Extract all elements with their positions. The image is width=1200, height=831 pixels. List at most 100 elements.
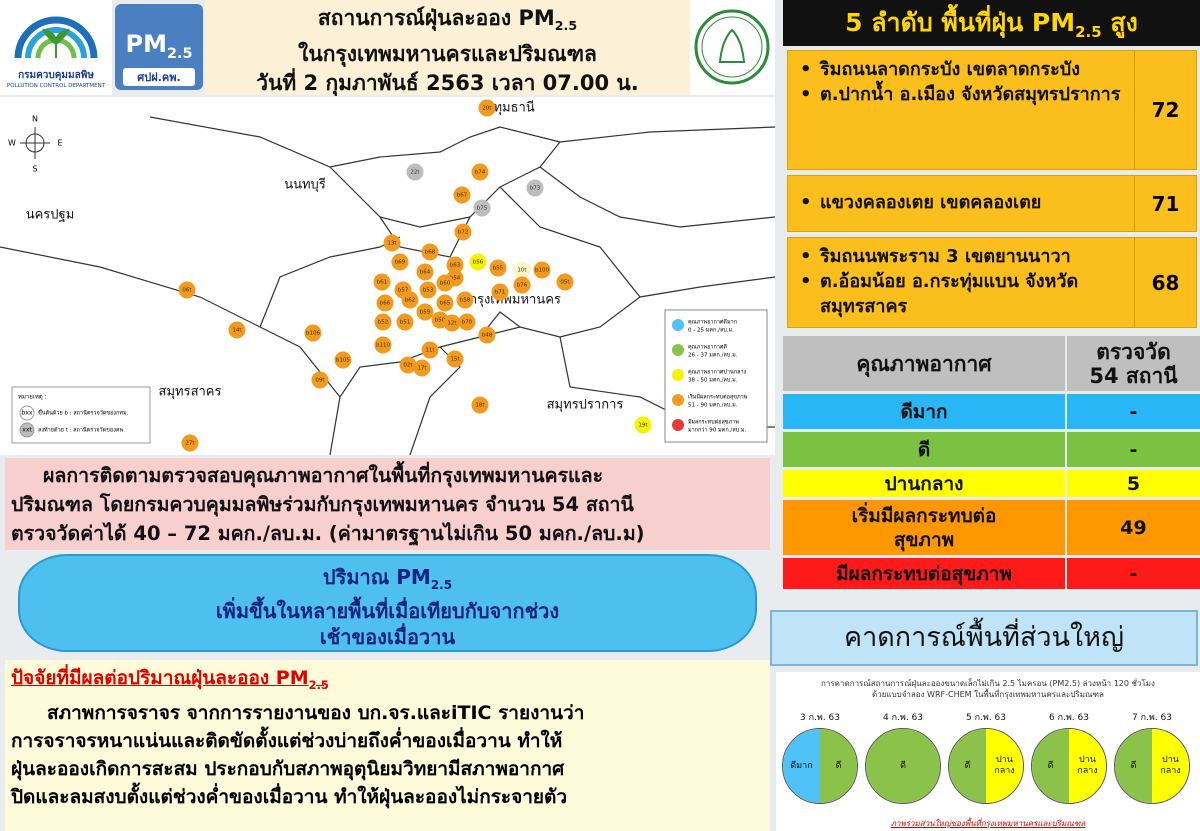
note-box — [11, 386, 151, 444]
factors-line: ปิดและลมสงบตั้งแต่ช่วงค่ำของเมื่อวาน ทำใ… — [11, 785, 568, 808]
pcd-name: กรมควบคุมมลพิษ — [18, 70, 94, 81]
station-label: b58 — [460, 298, 471, 304]
aq-count: - — [1065, 558, 1200, 589]
legend-swatch — [672, 319, 684, 331]
forecast-level: ดี — [1115, 729, 1152, 803]
rank-areas: ริมถนนลาดกระบัง เขตลาดกระบังต.ปากน้ำ อ.เ… — [788, 51, 1134, 169]
station-label: b73 — [530, 186, 541, 192]
factors: ปัจจัยที่มีผลต่อปริมาณฝุ่นละออง PM2.5 สภ… — [5, 660, 770, 831]
aq-level: ดี — [917, 438, 931, 461]
station-label: b51 — [400, 320, 411, 326]
station-label: b68 — [425, 250, 436, 256]
summary: ผลการติดตามตรวจสอบคุณภาพอากาศในพื้นที่กร… — [5, 458, 770, 550]
station-label: b106 — [306, 331, 320, 337]
summary-line: ผลการติดตามตรวจสอบคุณภาพอากาศในพื้นที่กร… — [43, 464, 604, 487]
forecast-circle: ดี ปาน กลาง — [1114, 728, 1190, 804]
bma-logo — [690, 0, 775, 95]
station-dot — [228, 321, 246, 339]
place-label: นนทบุรี — [284, 177, 326, 193]
forecast-level-line: ดี — [835, 760, 842, 771]
station-label: b59 — [420, 310, 431, 316]
station-label: b61 — [377, 280, 388, 286]
compass-cross — [20, 127, 50, 159]
aq-level: มีผลกระทบต่อสุขภาพ — [836, 562, 1012, 585]
station-dot — [454, 223, 472, 241]
rank-areas: ริมถนนพระราม 3 เขตยานนาวาต.อ้อมน้อย อ.กร… — [788, 238, 1134, 327]
station-label: b63 — [450, 263, 461, 269]
station-dot — [391, 253, 409, 271]
station-dot — [436, 274, 454, 292]
map: N S W E ปทุมธานี นนทบุรี นครปฐม กรุงเทพมหานคร สม… — [0, 97, 776, 456]
forecast-level: ดีมาก — [783, 729, 820, 803]
forecast-day: 5 ก.พ. 63 ดี ปาน กลาง — [946, 710, 1026, 804]
forecast-level-line: ปาน — [1079, 755, 1096, 765]
rank-row: ริมถนนพระราม 3 เขตยานนาวาต.อ้อมน้อย อ.กร… — [787, 237, 1197, 328]
factors-line: การจราจรหนาแน่นและติดขัดตั้งแต่ช่วงบ่ายถ… — [11, 729, 563, 752]
aq-count: - — [1065, 394, 1200, 429]
station-dot — [399, 356, 417, 374]
aq-level: ปานกลาง — [884, 472, 964, 495]
aq-row: ปานกลาง 5 — [783, 470, 1200, 500]
station-label: 11t — [425, 348, 435, 354]
forecast-caption: ด้วยแบบจำลอง WRF-CHEM ในพื้นที่กรุงเทพมห… — [872, 690, 1104, 699]
note-text: ลงท้ายด้วย t : สถานีตรวจวัดของคพ. — [38, 427, 125, 434]
station-dot — [456, 291, 474, 309]
forecast-level: ดี — [866, 729, 940, 803]
station-label: 14t — [232, 328, 242, 334]
station-label: b64 — [420, 270, 431, 276]
forecast-level-line: ดี — [1130, 760, 1137, 771]
legend-swatch — [672, 344, 684, 356]
station-label: b57 — [398, 288, 409, 294]
legend-range: มากกว่า 90 มคก./ลบ.ม. — [688, 428, 747, 434]
aq-level: ดีมาก — [900, 400, 948, 423]
aq-header: คุณภาพอากาศ ตรวจวัด 54 สถานี — [783, 336, 1200, 394]
forecast-level-line: กลาง — [994, 766, 1015, 776]
station-dot — [374, 313, 392, 331]
station-dot — [489, 259, 507, 277]
place-label: นครปฐม — [26, 208, 75, 223]
station-dot — [421, 341, 439, 359]
forecast-level-line: ดีมาก — [790, 760, 813, 771]
station-dot — [473, 199, 491, 217]
aq-count: 5 — [1065, 470, 1200, 497]
pcd-logo: กรมควบคุมมลพิษ POLLUTION CONTROL DEPARTM… — [0, 0, 112, 95]
station-label: b50 — [435, 318, 446, 324]
station-label: 22t — [410, 170, 420, 176]
station-label: b66 — [380, 301, 391, 307]
rank-area: ต.ปากน้ำ อ.เมือง จังหวัดสมุทรปราการ — [800, 82, 1126, 107]
station-label: b48 — [482, 333, 493, 339]
forecast-day: 4 ก.พ. 63 ดี — [863, 710, 943, 804]
forecast-panel: การคาดการณ์สถานการณ์ฝุ่นละอองขนาดเล็กไม่… — [776, 672, 1200, 831]
station-dot — [443, 314, 461, 332]
factors-line: ฝุ่นละอองเกิดการสะสม ประกอบกับสภาพอุตุนิ… — [11, 757, 565, 780]
station-label: b52 — [378, 320, 389, 326]
forecast-date: 6 ก.พ. 63 — [1048, 713, 1089, 723]
forecast-circle: ดี ปาน กลาง — [1031, 728, 1107, 804]
station-dot — [406, 163, 424, 181]
station-label: b60 — [440, 281, 451, 287]
station-label: b53 — [423, 288, 434, 294]
cloud-title-sub: 2.5 — [430, 578, 453, 592]
note-text: ขึ้นต้นด้วย b : สถานีตรวจวัดของกทม. — [38, 409, 129, 417]
cloud-title: ปริมาณ PM2.5 — [20, 564, 755, 598]
station-label: 17t — [417, 366, 427, 372]
legend-range: 0 - 25 มคก./ลบ.ม. — [688, 328, 734, 334]
compass-label: S — [32, 165, 37, 174]
forecast-circle: ดีมาก ดี — [782, 728, 858, 804]
station-dot — [383, 234, 401, 252]
legend-swatch — [672, 394, 684, 406]
pm-badge: PM2.5 ศปฝ.คพ. — [115, 4, 203, 90]
station-label: b54 — [450, 276, 461, 282]
rank-area: ริมถนนพระราม 3 เขตยานนาวา — [800, 244, 1126, 269]
rank-value: 68 — [1134, 238, 1196, 327]
top5-title-tail: สูง — [1101, 8, 1138, 37]
forecast-level: ดี — [1032, 729, 1069, 803]
station-dot — [311, 371, 329, 389]
forecast-title: คาดการณ์พื้นที่ส่วนใหญ่ — [770, 610, 1198, 666]
forecast-level-line: ดี — [900, 760, 906, 771]
note-swatch — [19, 405, 35, 421]
station-dot — [478, 326, 496, 344]
rank-area: แขวงคลองเตย เขตคลองเตย — [800, 190, 1126, 215]
pm-sub: 2.5 — [166, 45, 193, 62]
cloud-line: เพิ่มขึ้นในหลายพื้นที่เมื่อเทียบกับจากช่… — [215, 599, 560, 623]
